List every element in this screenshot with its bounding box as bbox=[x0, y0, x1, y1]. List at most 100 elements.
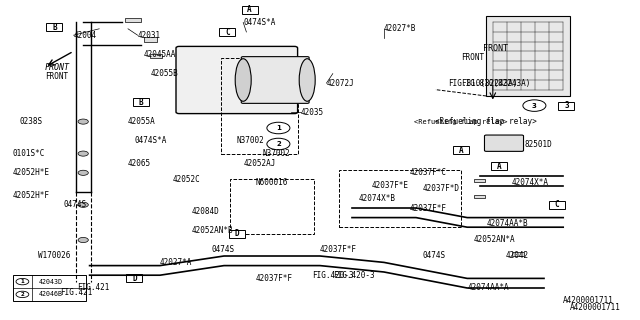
Text: 0474S: 0474S bbox=[422, 252, 445, 260]
Text: 42072J: 42072J bbox=[326, 79, 354, 88]
Bar bbox=[453, 147, 468, 155]
Bar bbox=[559, 102, 575, 109]
Text: 42052AN*B: 42052AN*B bbox=[192, 226, 234, 235]
Circle shape bbox=[78, 202, 88, 207]
Text: B: B bbox=[138, 98, 143, 107]
Text: 42065: 42065 bbox=[128, 159, 151, 168]
Text: N600016: N600016 bbox=[256, 178, 289, 187]
Circle shape bbox=[267, 122, 290, 134]
Text: FRONT: FRONT bbox=[461, 53, 484, 62]
Text: 2: 2 bbox=[20, 292, 24, 297]
Text: 42027*A: 42027*A bbox=[160, 258, 193, 267]
Bar bbox=[219, 28, 236, 36]
Bar bbox=[127, 275, 142, 283]
Bar bbox=[486, 16, 570, 96]
FancyBboxPatch shape bbox=[176, 46, 298, 114]
Text: 42037F*F: 42037F*F bbox=[410, 204, 447, 212]
Circle shape bbox=[523, 100, 546, 111]
Text: 3: 3 bbox=[532, 103, 537, 108]
Bar bbox=[549, 201, 565, 209]
Bar bbox=[229, 230, 245, 237]
Ellipse shape bbox=[236, 59, 252, 101]
Bar bbox=[125, 18, 141, 22]
Bar bbox=[221, 58, 298, 154]
Bar bbox=[230, 179, 314, 234]
Text: FRONT: FRONT bbox=[45, 72, 68, 81]
Text: 42055A: 42055A bbox=[128, 117, 156, 126]
Text: 42042: 42042 bbox=[506, 252, 529, 260]
Text: 42035: 42035 bbox=[301, 108, 324, 116]
Text: 42084D: 42084D bbox=[192, 207, 220, 216]
Text: 42052H*F: 42052H*F bbox=[13, 191, 50, 200]
Text: 42037F*C: 42037F*C bbox=[410, 168, 447, 177]
Text: W170026: W170026 bbox=[38, 252, 71, 260]
Text: 1: 1 bbox=[276, 125, 281, 131]
Text: <Refueling flap relay>: <Refueling flap relay> bbox=[414, 119, 508, 124]
Circle shape bbox=[16, 278, 29, 285]
Text: 2: 2 bbox=[276, 141, 281, 147]
Text: 0474S*A: 0474S*A bbox=[243, 18, 276, 27]
Text: N37002: N37002 bbox=[237, 136, 264, 145]
Text: 0101S*C: 0101S*C bbox=[13, 149, 45, 158]
Circle shape bbox=[16, 291, 29, 298]
Bar bbox=[133, 99, 148, 106]
Circle shape bbox=[267, 138, 290, 150]
Bar bbox=[13, 275, 86, 301]
FancyBboxPatch shape bbox=[484, 135, 524, 151]
Bar bbox=[339, 170, 461, 227]
Text: C: C bbox=[554, 200, 559, 209]
Text: 0474S: 0474S bbox=[211, 245, 234, 254]
Circle shape bbox=[78, 151, 88, 156]
Text: FIG.421: FIG.421 bbox=[77, 284, 109, 292]
Text: 0238S: 0238S bbox=[19, 117, 42, 126]
Circle shape bbox=[78, 237, 88, 243]
Bar bbox=[474, 195, 485, 198]
Bar bbox=[492, 163, 508, 171]
Text: 42052AN*A: 42052AN*A bbox=[474, 236, 515, 244]
Text: 42045AA: 42045AA bbox=[144, 50, 177, 59]
Bar bbox=[474, 179, 485, 182]
FancyBboxPatch shape bbox=[241, 57, 309, 103]
Bar bbox=[242, 6, 258, 13]
Text: 42074AA*B: 42074AA*B bbox=[486, 220, 528, 228]
Text: FIG.810(82243A): FIG.810(82243A) bbox=[461, 79, 530, 88]
Text: 42037F*D: 42037F*D bbox=[422, 184, 460, 193]
Text: 42027*B: 42027*B bbox=[384, 24, 417, 33]
Circle shape bbox=[78, 170, 88, 175]
Text: <Refueling flap relay>: <Refueling flap relay> bbox=[435, 117, 537, 126]
Text: N37002: N37002 bbox=[262, 149, 290, 158]
Text: FIG.810(82243A): FIG.810(82243A) bbox=[449, 79, 518, 88]
Text: 42074X*A: 42074X*A bbox=[512, 178, 549, 187]
Bar bbox=[512, 252, 524, 256]
Text: 0474S: 0474S bbox=[64, 200, 87, 209]
Text: 42004: 42004 bbox=[74, 31, 97, 40]
Text: FIG.420-3: FIG.420-3 bbox=[333, 271, 374, 280]
Text: A: A bbox=[497, 162, 502, 171]
Text: D: D bbox=[234, 229, 239, 238]
Text: 0474S*A: 0474S*A bbox=[134, 136, 167, 145]
Text: 42074AA*A: 42074AA*A bbox=[467, 284, 509, 292]
Text: 42052C: 42052C bbox=[173, 175, 200, 184]
Bar bbox=[47, 23, 63, 31]
Text: A: A bbox=[458, 146, 463, 155]
Text: 42074X*B: 42074X*B bbox=[358, 194, 396, 203]
Text: D: D bbox=[132, 274, 137, 283]
Text: 3: 3 bbox=[564, 101, 569, 110]
Text: A: A bbox=[247, 5, 252, 14]
Text: 1: 1 bbox=[20, 279, 24, 284]
Text: 42031: 42031 bbox=[138, 31, 161, 40]
Text: 42037F*F: 42037F*F bbox=[256, 274, 293, 283]
Text: 82501D: 82501D bbox=[525, 140, 552, 148]
Text: A4200001711: A4200001711 bbox=[570, 303, 621, 312]
Text: 42037F*E: 42037F*E bbox=[371, 181, 408, 190]
Text: C: C bbox=[225, 28, 230, 36]
Text: 42055B: 42055B bbox=[150, 69, 178, 78]
Text: 42052H*E: 42052H*E bbox=[13, 168, 50, 177]
Circle shape bbox=[78, 119, 88, 124]
Text: FIG.421: FIG.421 bbox=[61, 288, 93, 297]
Bar bbox=[144, 37, 157, 42]
Text: FRONT: FRONT bbox=[483, 44, 509, 52]
Text: A4200001711: A4200001711 bbox=[563, 296, 614, 305]
Text: 42046B: 42046B bbox=[38, 292, 63, 297]
Text: FRONT: FRONT bbox=[45, 63, 70, 72]
